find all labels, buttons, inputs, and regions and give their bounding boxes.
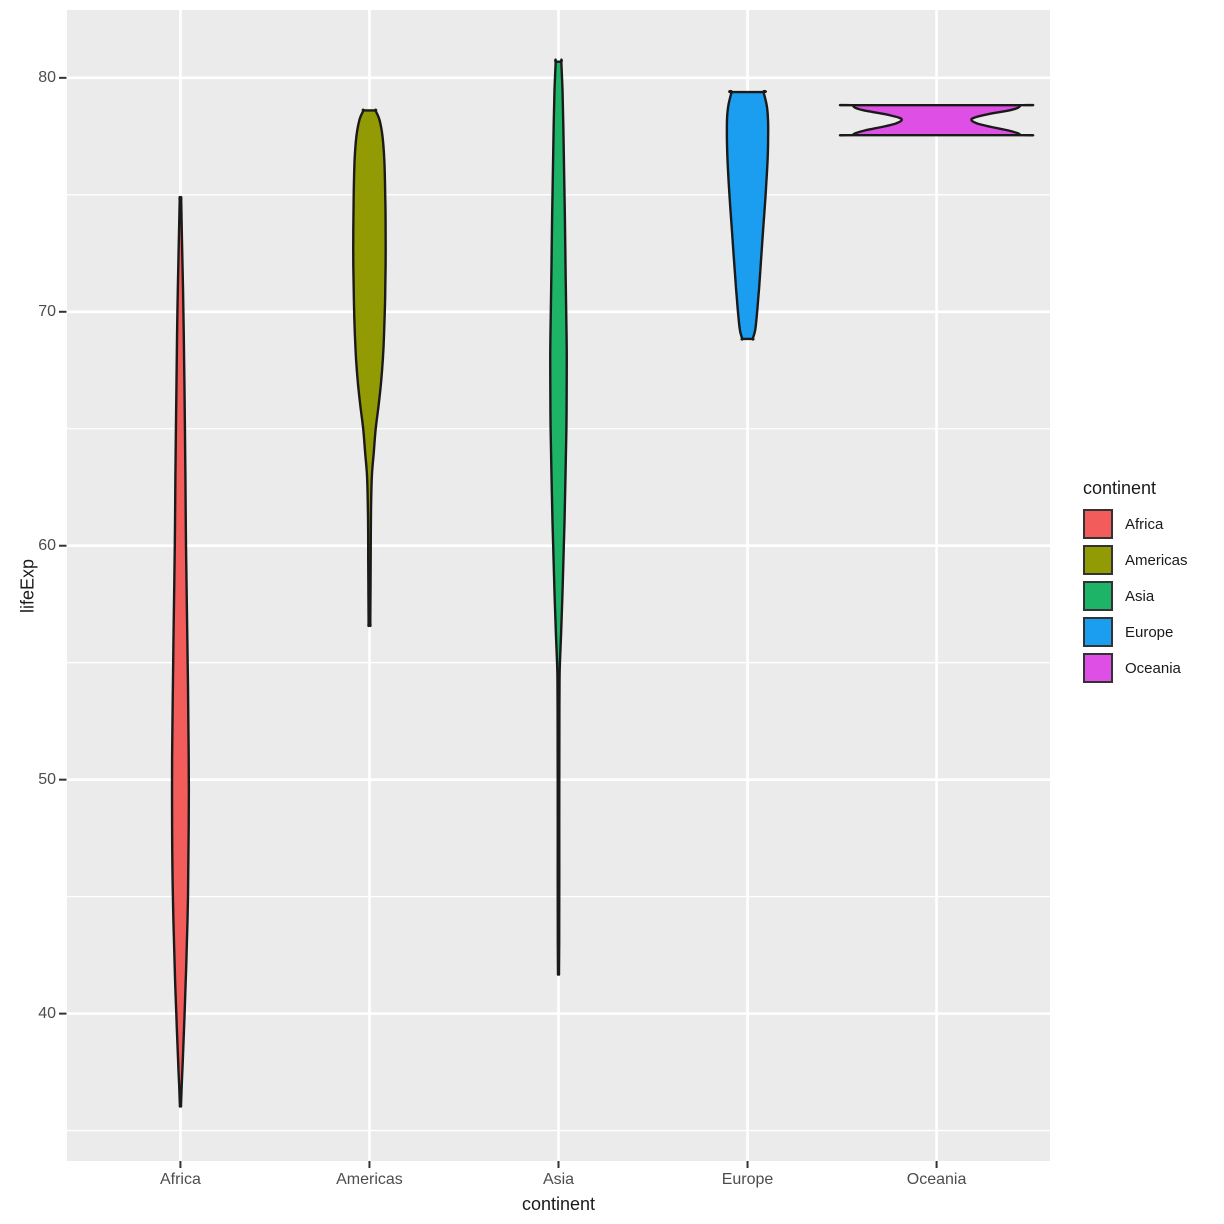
x-tick-label-oceania: Oceania (906, 1171, 967, 1188)
legend-key-africa: Africa (1083, 509, 1188, 539)
legend-label-asia: Asia (1125, 587, 1155, 605)
y-tick-label-70: 70 (38, 302, 56, 320)
legend-swatch-africa (1083, 509, 1113, 539)
legend-key-americas: Americas (1083, 545, 1188, 575)
legend-key-oceania: Oceania (1083, 653, 1188, 683)
legend-label-europe: Europe (1125, 623, 1174, 641)
x-tick-label-americas: Americas (336, 1171, 403, 1188)
violin-africa (170, 195, 191, 1108)
violin-asia (549, 58, 568, 976)
legend-label-americas: Americas (1125, 551, 1188, 569)
x-axis-title: continent (521, 1194, 596, 1214)
legend-swatch-europe (1083, 617, 1113, 647)
violin-oceania (838, 103, 1035, 137)
y-tick-label-50: 50 (38, 770, 56, 788)
x-tick-label-asia: Asia (542, 1171, 575, 1188)
legend-label-oceania: Oceania (1125, 659, 1181, 677)
violin-americas (352, 108, 387, 628)
legend-key-europe: Europe (1083, 617, 1188, 647)
legend-swatch-oceania (1083, 653, 1113, 683)
y-tick-label-80: 80 (38, 68, 56, 86)
legend-swatch-asia (1083, 581, 1113, 611)
x-tick-label-europe: Europe (721, 1171, 774, 1188)
y-axis-title: lifeExp (17, 558, 38, 613)
legend-title: continent (1083, 478, 1157, 498)
violin-europe (725, 89, 770, 341)
x-tick-label-africa: Africa (159, 1171, 201, 1188)
legend-label-africa: Africa (1125, 515, 1164, 533)
y-tick-label-60: 60 (38, 536, 56, 554)
legend: continent Africa Americas Asia Europe Oceani… (1083, 478, 1188, 689)
y-tick-label-40: 40 (38, 1004, 56, 1022)
legend-swatch-americas (1083, 545, 1113, 575)
legend-keys: Africa Americas Asia Europe Oceania (1083, 509, 1188, 683)
legend-key-asia: Asia (1083, 581, 1188, 611)
